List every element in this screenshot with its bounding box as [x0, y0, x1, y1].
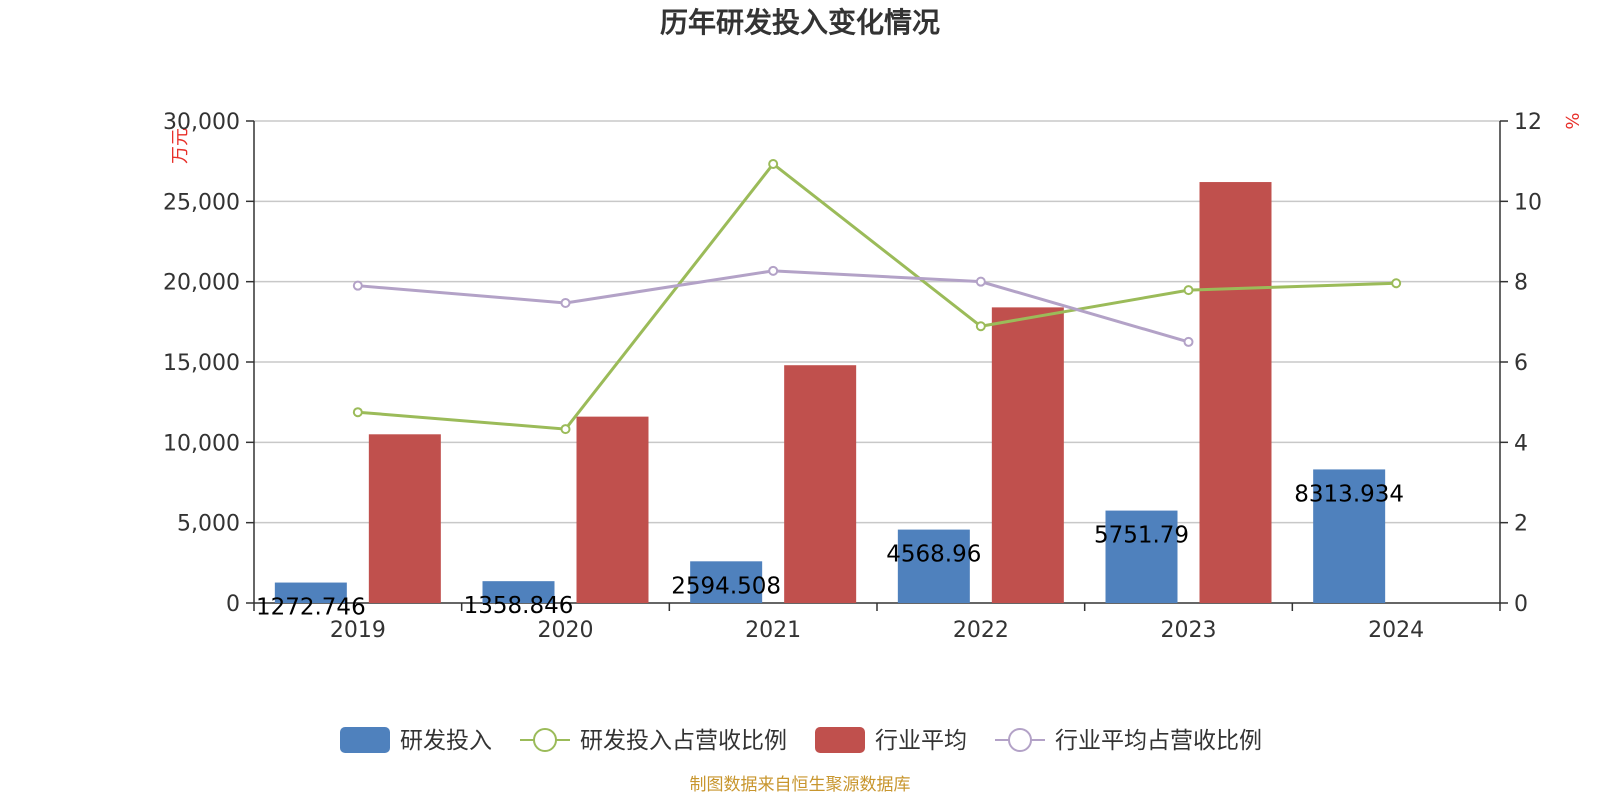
legend-label: 行业平均占营收比例 — [1055, 728, 1262, 754]
legend: 研发投入 研发投入占营收比例 行业平均 行业平均占营收比例 — [340, 727, 1262, 754]
x-tick-label: 2024 — [1368, 618, 1424, 643]
bar-industry-average — [368, 434, 441, 603]
legend-swatch-bar — [340, 727, 390, 753]
bar-industry-average — [991, 307, 1064, 603]
left-tick-label: 5,000 — [177, 512, 240, 537]
x-tick-label: 2019 — [330, 618, 386, 643]
left-tick-label: 10,000 — [163, 431, 240, 456]
axes: 0 0 5,000 2 10,000 4 15,000 6 20,000 8 25,000 10 30,… — [163, 110, 1542, 643]
line-rd-ratio — [357, 161, 1397, 431]
right-tick-label: 10 — [1514, 190, 1542, 215]
chart-title: 历年研发投入变化情况 — [660, 6, 940, 39]
line-point — [768, 265, 779, 276]
left-tick-label: 25,000 — [163, 190, 240, 215]
bar-value-label: 4568.96 — [886, 542, 981, 568]
legend-swatch-bar — [815, 727, 865, 753]
right-tick-label: 4 — [1514, 431, 1528, 456]
bar-rd-investment — [897, 529, 970, 603]
x-tick-label: 2022 — [953, 618, 1009, 643]
right-tick-label: 0 — [1514, 592, 1528, 617]
left-tick-label: 15,000 — [163, 351, 240, 376]
right-tick-label: 6 — [1514, 351, 1528, 376]
bar-industry-average — [784, 365, 857, 603]
line-point — [975, 321, 986, 332]
line-point — [352, 407, 363, 418]
left-tick-label: 20,000 — [163, 271, 240, 296]
legend-swatch-marker — [533, 728, 557, 752]
bar-rd-investment — [690, 561, 763, 603]
bar-value-label: 1272.746 — [256, 595, 366, 621]
legend-label: 研发投入占营收比例 — [580, 728, 787, 754]
bar-rd-investment — [1313, 469, 1386, 603]
bar-rd-investment — [1105, 510, 1178, 603]
line-point — [1183, 285, 1194, 296]
lines — [352, 158, 1402, 435]
bar-value-label: 2594.508 — [671, 573, 781, 599]
line-point — [975, 276, 986, 287]
grid-lines — [254, 120, 1500, 524]
line-point — [1183, 336, 1194, 347]
bar-value-label: 1358.846 — [464, 593, 574, 619]
line-point — [768, 158, 779, 169]
line-point — [560, 297, 571, 308]
legend-swatch-marker — [1008, 728, 1032, 752]
line-point — [1391, 278, 1402, 289]
bar-value-label: 5751.79 — [1094, 523, 1189, 549]
bar-rd-investment — [274, 582, 347, 603]
line-point — [352, 280, 363, 291]
bar-value-label: 8313.934 — [1294, 481, 1404, 507]
data-source-note: 制图数据来自恒生聚源数据库 — [690, 775, 911, 795]
right-tick-label: 8 — [1514, 271, 1528, 296]
legend-label: 研发投入 — [400, 728, 492, 754]
line-point — [560, 424, 571, 435]
data-labels: 1272.746 1358.846 2594.508 4568.96 5751.79 83… — [256, 481, 1404, 620]
bar-industry-average — [1199, 182, 1272, 603]
bars — [274, 182, 1386, 603]
left-tick-label: 30,000 — [163, 110, 240, 135]
left-axis-unit: 万元 — [170, 128, 191, 164]
x-tick-label: 2020 — [538, 618, 594, 643]
bar-rd-investment — [482, 581, 555, 603]
right-tick-label: 2 — [1514, 512, 1528, 537]
x-tick-label: 2023 — [1161, 618, 1217, 643]
right-tick-label: 12 — [1514, 110, 1542, 135]
x-tick-label: 2021 — [745, 618, 801, 643]
right-axis-unit: % — [1561, 112, 1582, 129]
bar-industry-average — [576, 416, 649, 603]
legend-label: 行业平均 — [875, 728, 967, 754]
left-tick-label: 0 — [226, 592, 240, 617]
